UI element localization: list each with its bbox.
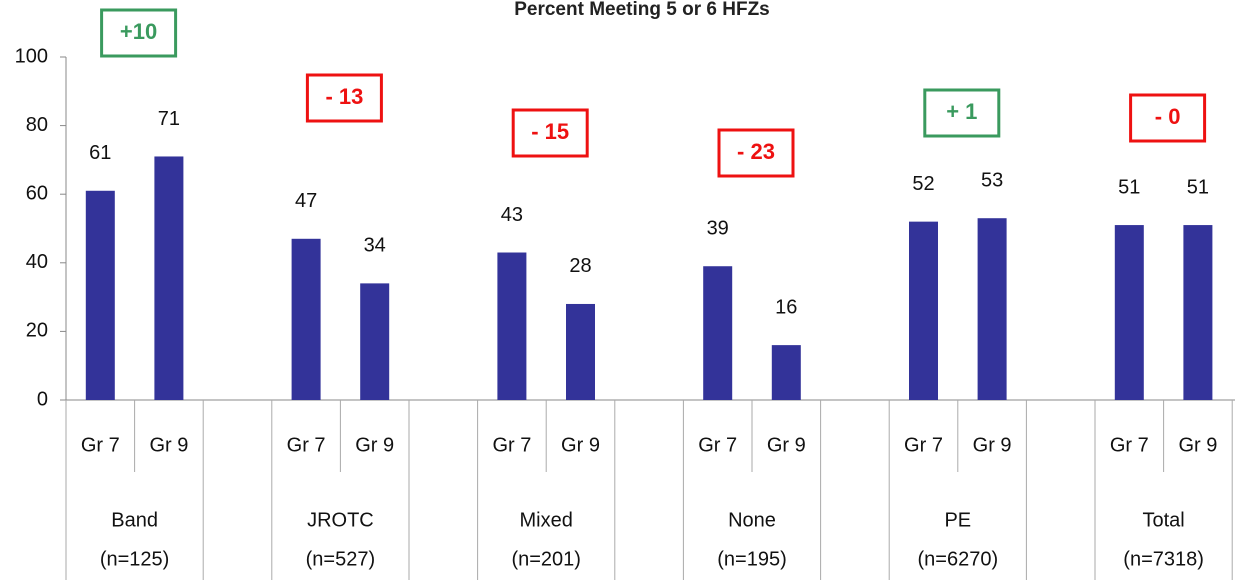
change-label: - 0 bbox=[1155, 104, 1181, 129]
bar bbox=[909, 221, 938, 400]
bar bbox=[977, 218, 1007, 400]
y-tick-label: 0 bbox=[37, 388, 48, 410]
value-label: 43 bbox=[501, 204, 523, 226]
value-label: 53 bbox=[981, 169, 1003, 191]
bar bbox=[703, 266, 733, 400]
x-tick-label: Gr 7 bbox=[904, 434, 943, 456]
x-tick-label: Gr 7 bbox=[287, 434, 326, 456]
group-label: PE bbox=[944, 509, 971, 531]
y-tick-label: 80 bbox=[26, 114, 48, 136]
x-tick-label: Gr 9 bbox=[149, 434, 188, 456]
bar bbox=[497, 252, 527, 400]
x-tick-label: Gr 9 bbox=[973, 434, 1012, 456]
y-tick-label: 40 bbox=[26, 251, 48, 273]
group-sublabel: (n=201) bbox=[511, 548, 581, 570]
bar bbox=[771, 345, 801, 400]
y-tick-label: 60 bbox=[26, 182, 48, 204]
change-box bbox=[511, 108, 589, 158]
chart-title: Percent Meeting 5 or 6 HFZs bbox=[514, 0, 770, 20]
value-label: 28 bbox=[569, 255, 591, 277]
x-tick-label: Gr 9 bbox=[767, 434, 806, 456]
value-label: 52 bbox=[912, 173, 934, 195]
change-box bbox=[305, 73, 383, 123]
group-sublabel: (n=7318) bbox=[1123, 548, 1204, 570]
bar bbox=[360, 283, 390, 400]
group-label: JROTC bbox=[307, 509, 374, 531]
bar bbox=[1183, 225, 1213, 400]
group-sublabel: (n=6270) bbox=[917, 548, 998, 570]
group-sublabel: (n=527) bbox=[306, 548, 376, 570]
change-label: - 13 bbox=[325, 84, 363, 109]
value-label: 34 bbox=[364, 235, 386, 257]
x-tick-label: Gr 7 bbox=[1110, 434, 1149, 456]
change-box bbox=[1129, 93, 1207, 143]
value-label: 51 bbox=[1187, 176, 1209, 198]
x-tick-label: Gr 9 bbox=[561, 434, 600, 456]
bar bbox=[85, 190, 115, 400]
group-label: Mixed bbox=[520, 509, 573, 531]
y-tick-label: 100 bbox=[15, 45, 48, 67]
bar bbox=[291, 238, 321, 400]
change-label: - 15 bbox=[531, 119, 569, 144]
group-sublabel: (n=125) bbox=[100, 548, 170, 570]
x-tick-label: Gr 7 bbox=[698, 434, 737, 456]
x-tick-label: Gr 7 bbox=[81, 434, 120, 456]
x-tick-label: Gr 9 bbox=[355, 434, 394, 456]
change-label: + 1 bbox=[946, 99, 977, 124]
value-label: 71 bbox=[158, 108, 180, 130]
bar bbox=[566, 303, 595, 400]
x-tick-label: Gr 9 bbox=[1178, 434, 1217, 456]
change-label: +10 bbox=[120, 19, 157, 44]
value-label: 39 bbox=[707, 218, 729, 240]
change-label: - 23 bbox=[737, 139, 775, 164]
y-tick-label: 20 bbox=[26, 320, 48, 342]
value-label: 61 bbox=[89, 142, 111, 164]
group-label: Total bbox=[1142, 509, 1184, 531]
change-box bbox=[100, 8, 178, 58]
x-tick-label: Gr 7 bbox=[492, 434, 531, 456]
group-label: Band bbox=[111, 509, 158, 531]
change-box bbox=[717, 128, 795, 178]
bar bbox=[1114, 225, 1144, 400]
value-label: 47 bbox=[295, 190, 317, 212]
bar bbox=[154, 156, 184, 400]
value-label: 51 bbox=[1118, 176, 1140, 198]
value-label: 16 bbox=[775, 296, 797, 318]
change-box bbox=[923, 88, 1001, 138]
group-sublabel: (n=195) bbox=[717, 548, 787, 570]
group-label: None bbox=[728, 509, 776, 531]
